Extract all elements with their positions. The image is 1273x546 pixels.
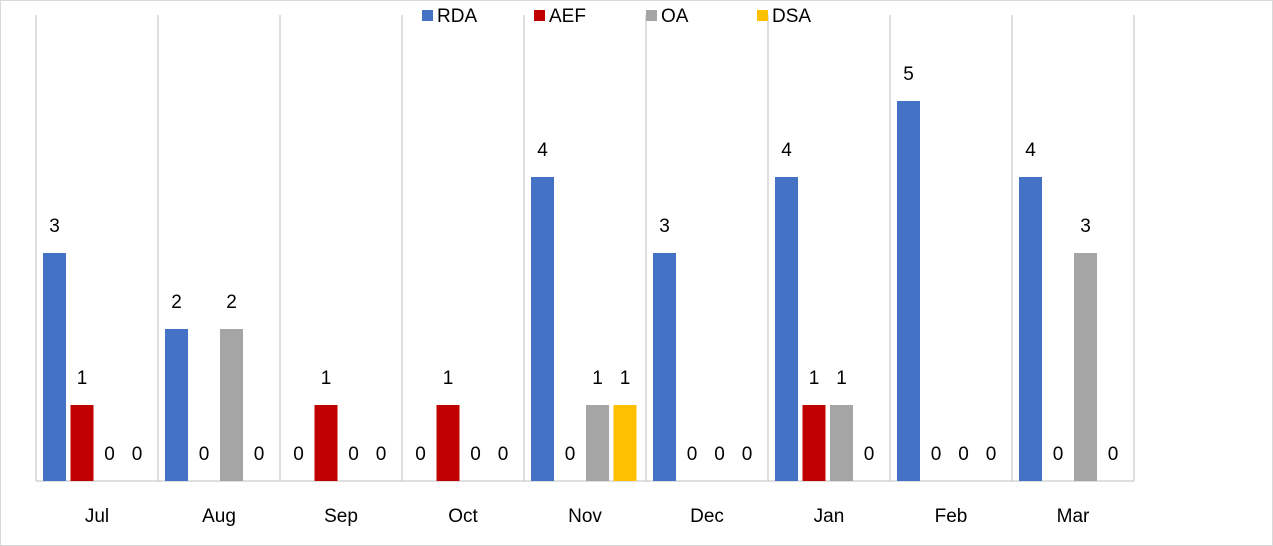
x-tick-label: Jan	[814, 506, 845, 527]
data-label: 1	[443, 368, 454, 389]
data-label: 2	[171, 292, 182, 313]
bar	[775, 177, 798, 481]
data-label: 0	[254, 444, 265, 465]
x-tick-label: Sep	[324, 506, 358, 527]
bar	[802, 405, 826, 481]
bar	[314, 405, 338, 481]
legend-label: DSA	[772, 6, 811, 27]
data-label: 0	[415, 444, 426, 465]
data-label: 0	[1108, 444, 1119, 465]
bar	[220, 329, 243, 481]
data-label: 1	[77, 368, 88, 389]
legend-label: OA	[661, 6, 689, 27]
legend-label: RDA	[437, 6, 477, 27]
data-label: 0	[565, 444, 576, 465]
data-label: 0	[864, 444, 875, 465]
data-label: 3	[49, 216, 60, 237]
data-label: 1	[592, 368, 603, 389]
x-tick-label: Feb	[935, 506, 968, 527]
bar	[586, 405, 609, 481]
data-label: 0	[376, 444, 387, 465]
legend-swatch	[646, 10, 657, 21]
data-label: 0	[742, 444, 753, 465]
bar	[165, 329, 188, 481]
data-label: 0	[132, 444, 143, 465]
data-label: 0	[293, 444, 304, 465]
data-label: 4	[537, 140, 548, 161]
legend-swatch	[757, 10, 768, 21]
x-tick-label: Jul	[85, 506, 109, 527]
data-label: 1	[809, 368, 820, 389]
data-label: 1	[620, 368, 631, 389]
data-label: 0	[470, 444, 481, 465]
bar	[531, 177, 554, 481]
x-tick-label: Aug	[202, 506, 236, 527]
bar	[653, 253, 676, 481]
data-label: 0	[498, 444, 509, 465]
data-label: 0	[104, 444, 115, 465]
data-label: 0	[931, 444, 942, 465]
data-label: 0	[199, 444, 210, 465]
bar	[1019, 177, 1042, 481]
data-label: 4	[1025, 140, 1036, 161]
legend-swatch	[422, 10, 433, 21]
data-label: 0	[958, 444, 969, 465]
legend-label: AEF	[549, 6, 586, 27]
bar	[897, 101, 920, 481]
bar	[830, 405, 853, 481]
data-label: 0	[687, 444, 698, 465]
data-label: 0	[714, 444, 725, 465]
legend-swatch	[534, 10, 545, 21]
bar	[70, 405, 94, 481]
data-label: 0	[1053, 444, 1064, 465]
data-label: 3	[659, 216, 670, 237]
bar	[436, 405, 460, 481]
data-label: 0	[348, 444, 359, 465]
data-label: 2	[226, 292, 237, 313]
data-label: 5	[903, 64, 914, 85]
data-label: 1	[836, 368, 847, 389]
data-label: 4	[781, 140, 792, 161]
bar	[1074, 253, 1097, 481]
bar	[43, 253, 66, 481]
data-label: 0	[986, 444, 997, 465]
bar	[613, 405, 637, 481]
data-label: 3	[1080, 216, 1091, 237]
x-tick-label: Dec	[690, 506, 724, 527]
x-tick-label: Mar	[1057, 506, 1090, 527]
x-tick-label: Oct	[448, 506, 478, 527]
x-tick-label: Nov	[568, 506, 602, 527]
data-label: 1	[321, 368, 332, 389]
